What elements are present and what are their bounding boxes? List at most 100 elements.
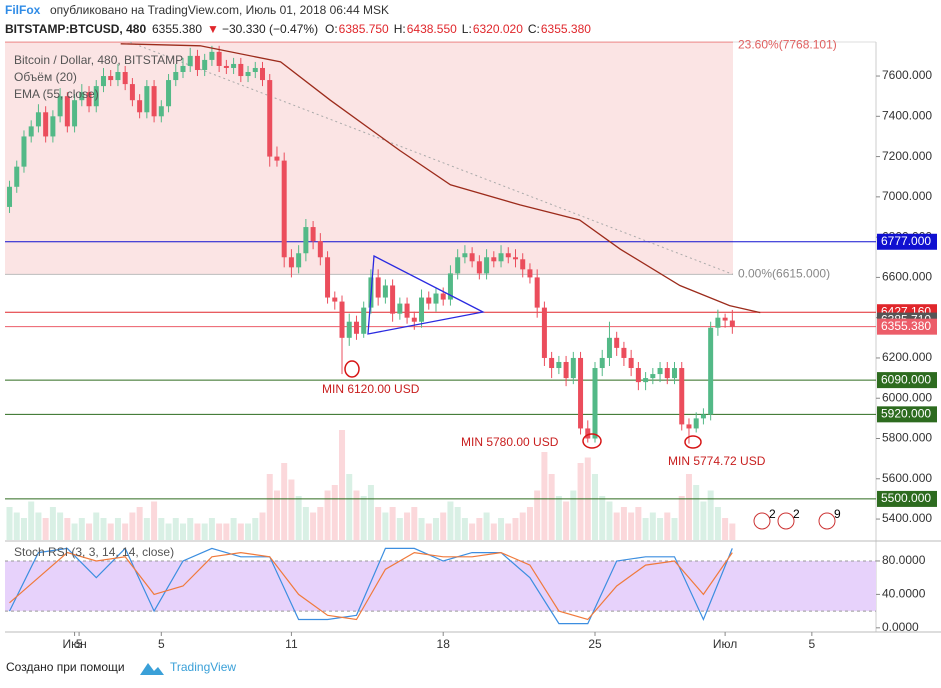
candle-body <box>527 269 533 278</box>
candle-body <box>274 156 280 161</box>
volume-bar <box>411 507 418 540</box>
circle-mark <box>582 433 602 449</box>
annotation: MIN 5774.72 USD <box>668 454 766 468</box>
volume-bar <box>714 507 721 540</box>
candle-body <box>339 301 345 338</box>
level-tag <box>877 406 937 423</box>
candle-body <box>129 84 135 101</box>
triangle-drawing <box>367 254 485 335</box>
volume-bar <box>64 518 71 540</box>
candle-body <box>382 285 388 298</box>
candle-body <box>664 368 670 379</box>
candle-body <box>346 321 352 338</box>
volume-bar <box>620 507 627 540</box>
volume-bar <box>158 518 165 540</box>
footer-brand[interactable]: TradingView <box>170 660 236 674</box>
volume-bar <box>346 474 353 540</box>
candle-body <box>260 67 266 81</box>
stoch-title: Stoch RSI (3, 3, 14, 14, close) <box>14 545 174 559</box>
y-tick-label: 6600.000 <box>882 270 932 284</box>
candle-body <box>216 51 222 66</box>
volume-bar <box>592 474 599 540</box>
candle-body <box>303 227 309 254</box>
volume-bar <box>86 523 93 540</box>
ohlc-key: C: <box>528 22 540 36</box>
volume-bar <box>707 490 714 540</box>
event-icon[interactable] <box>818 512 836 530</box>
author: FilFox <box>5 3 41 17</box>
volume-bar <box>678 496 685 540</box>
volume-bar <box>360 496 367 540</box>
volume-bar <box>281 463 288 540</box>
volume-bar <box>93 512 100 540</box>
candle-body <box>679 368 685 425</box>
volume-bar <box>13 512 20 540</box>
candle-body <box>21 136 27 167</box>
x-tick-label: 5 <box>158 637 165 651</box>
y-tick-label: 40.0000 <box>882 587 926 601</box>
event-icons: 2 2 9 <box>753 507 841 530</box>
arrow: ▼ <box>207 22 219 36</box>
volume-bar <box>353 490 360 540</box>
event-icon[interactable] <box>753 512 771 530</box>
event-icon[interactable] <box>777 512 795 530</box>
candle-body <box>361 307 367 334</box>
candle-body <box>93 86 99 107</box>
candle-body <box>288 257 294 268</box>
level-tag <box>877 233 937 250</box>
candle-body <box>570 357 576 379</box>
candle-body <box>245 72 251 77</box>
volume-bar <box>107 523 114 540</box>
volume-bar <box>151 501 158 540</box>
candle-body <box>628 357 634 369</box>
x-tick-label: 5 <box>76 637 83 651</box>
volume-bar <box>35 512 42 540</box>
candle-body <box>419 297 425 322</box>
volume-bar <box>505 523 512 540</box>
candle-body <box>209 51 215 60</box>
volume-bar <box>461 518 468 540</box>
volume-bar <box>396 518 403 540</box>
candle-body <box>375 277 381 298</box>
candle-body <box>223 65 229 68</box>
candle-body <box>650 374 656 379</box>
y-tick-label: 7200.000 <box>882 149 932 163</box>
volume-bar <box>469 523 476 540</box>
fib-label: 23.60%(7768.101) <box>738 37 837 51</box>
published: опубликовано на TradingView.com, Июль 01… <box>50 3 389 17</box>
volume-bar <box>548 474 555 540</box>
y-tick-label: 5600.000 <box>882 471 932 485</box>
level-label: 6777.000 <box>881 234 931 248</box>
volume-bar <box>440 512 447 540</box>
volume-bar <box>382 512 389 540</box>
volume-bar <box>6 507 13 540</box>
candle-body <box>635 368 641 383</box>
candle-body <box>267 80 273 157</box>
volume-bar <box>700 501 707 540</box>
footer-text: Создано при помощи <box>6 660 125 674</box>
ohlc-value: 6320.020 <box>473 22 523 36</box>
volume-bar <box>476 518 483 540</box>
candle-body <box>151 86 157 117</box>
candle-body <box>397 303 403 314</box>
candle-body <box>447 273 453 300</box>
y-tick-label: 5800.000 <box>882 431 932 445</box>
candle-body <box>79 92 85 101</box>
volume-bar <box>230 518 237 540</box>
candle-body <box>238 63 244 77</box>
candle-body <box>541 307 547 358</box>
stoch-line <box>9 551 733 621</box>
volume-bar <box>375 507 382 540</box>
candle-body <box>353 321 359 334</box>
candle-body <box>390 285 396 314</box>
volume-bar <box>245 523 252 540</box>
volume-bar <box>635 507 642 540</box>
candle-body <box>332 297 338 302</box>
stoch-band <box>5 560 876 612</box>
candle-body <box>144 86 150 113</box>
candle-body <box>296 253 302 268</box>
volume-bar <box>122 523 129 540</box>
volume-bar <box>447 501 454 540</box>
volume-bar <box>418 518 425 540</box>
circle-mark <box>344 360 360 378</box>
